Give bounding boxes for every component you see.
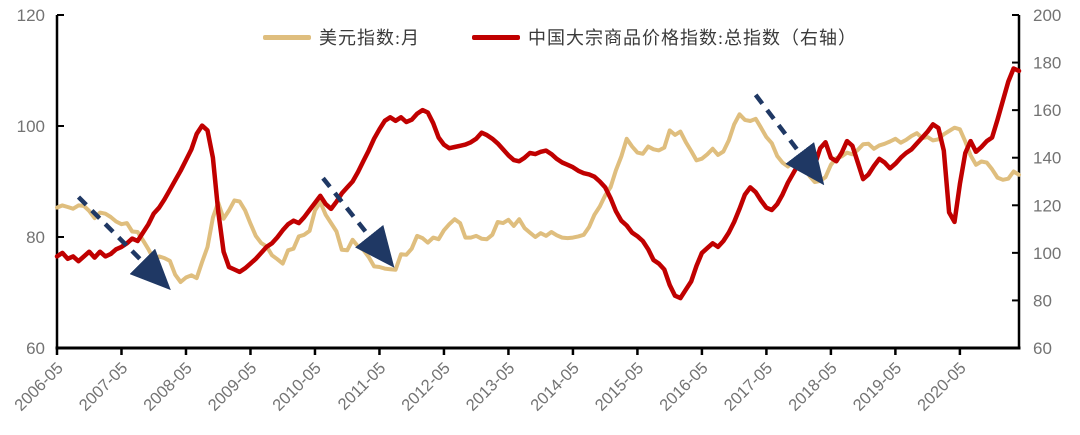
right-axis-tick-label: 160: [1033, 101, 1061, 120]
chart-legend: 美元指数:月 中国大宗商品价格指数:总指数（右轴）: [263, 24, 857, 50]
left-axis-tick-label: 120: [17, 6, 45, 25]
legend-item-usd-index: 美元指数:月: [263, 24, 420, 50]
left-axis-tick-label: 60: [26, 339, 45, 358]
x-axis-tick-label: 2011-05: [335, 359, 390, 414]
usd-index-line: [55, 112, 1021, 284]
right-axis-tick-label: 100: [1033, 244, 1061, 263]
x-axis-tick-label: 2006-05: [11, 359, 67, 415]
usd-line-swatch: [263, 34, 311, 40]
right-axis-tick-label: 60: [1033, 339, 1052, 358]
ccpi-line-swatch: [472, 34, 521, 40]
x-axis-tick-label: 2019-05: [850, 359, 906, 415]
ccpi-legend-label: 中国大宗商品价格指数:总指数（右轴）: [528, 28, 858, 48]
x-axis-tick-label: 2020-05: [914, 359, 970, 415]
usd-legend-label: 美元指数:月: [319, 28, 421, 48]
x-axis-tick-label: 2016-05: [656, 359, 712, 415]
x-axis-tick-label: 2015-05: [592, 359, 648, 415]
x-axis-tick-label: 2012-05: [398, 359, 454, 415]
x-axis-tick-label: 2010-05: [269, 359, 325, 415]
legend-item-ccpi-index: 中国大宗商品价格指数:总指数（右轴）: [472, 24, 857, 50]
ccpi-index-line: [54, 66, 1022, 301]
x-axis-tick-label: 2017-05: [721, 359, 777, 415]
downtrend-arrow: [321, 176, 395, 268]
left-axis-tick-label: 80: [26, 228, 45, 247]
right-axis-tick-label: 80: [1033, 291, 1052, 310]
right-axis-tick-label: 180: [1033, 54, 1061, 73]
x-axis-tick-label: 2018-05: [785, 359, 841, 415]
right-axis-tick-label: 120: [1033, 196, 1061, 215]
x-axis-tick-label: 2008-05: [140, 359, 196, 415]
x-axis-tick-label: 2007-05: [76, 359, 132, 415]
right-axis-tick-label: 200: [1033, 6, 1061, 25]
right-axis-tick-label: 140: [1033, 149, 1061, 168]
left-axis-tick-label: 100: [17, 117, 45, 136]
x-axis-tick-label: 2009-05: [205, 359, 261, 415]
downtrend-arrow: [76, 195, 171, 291]
x-axis-tick-label: 2014-05: [527, 359, 583, 415]
x-axis-tick-label: 2013-05: [463, 359, 519, 415]
